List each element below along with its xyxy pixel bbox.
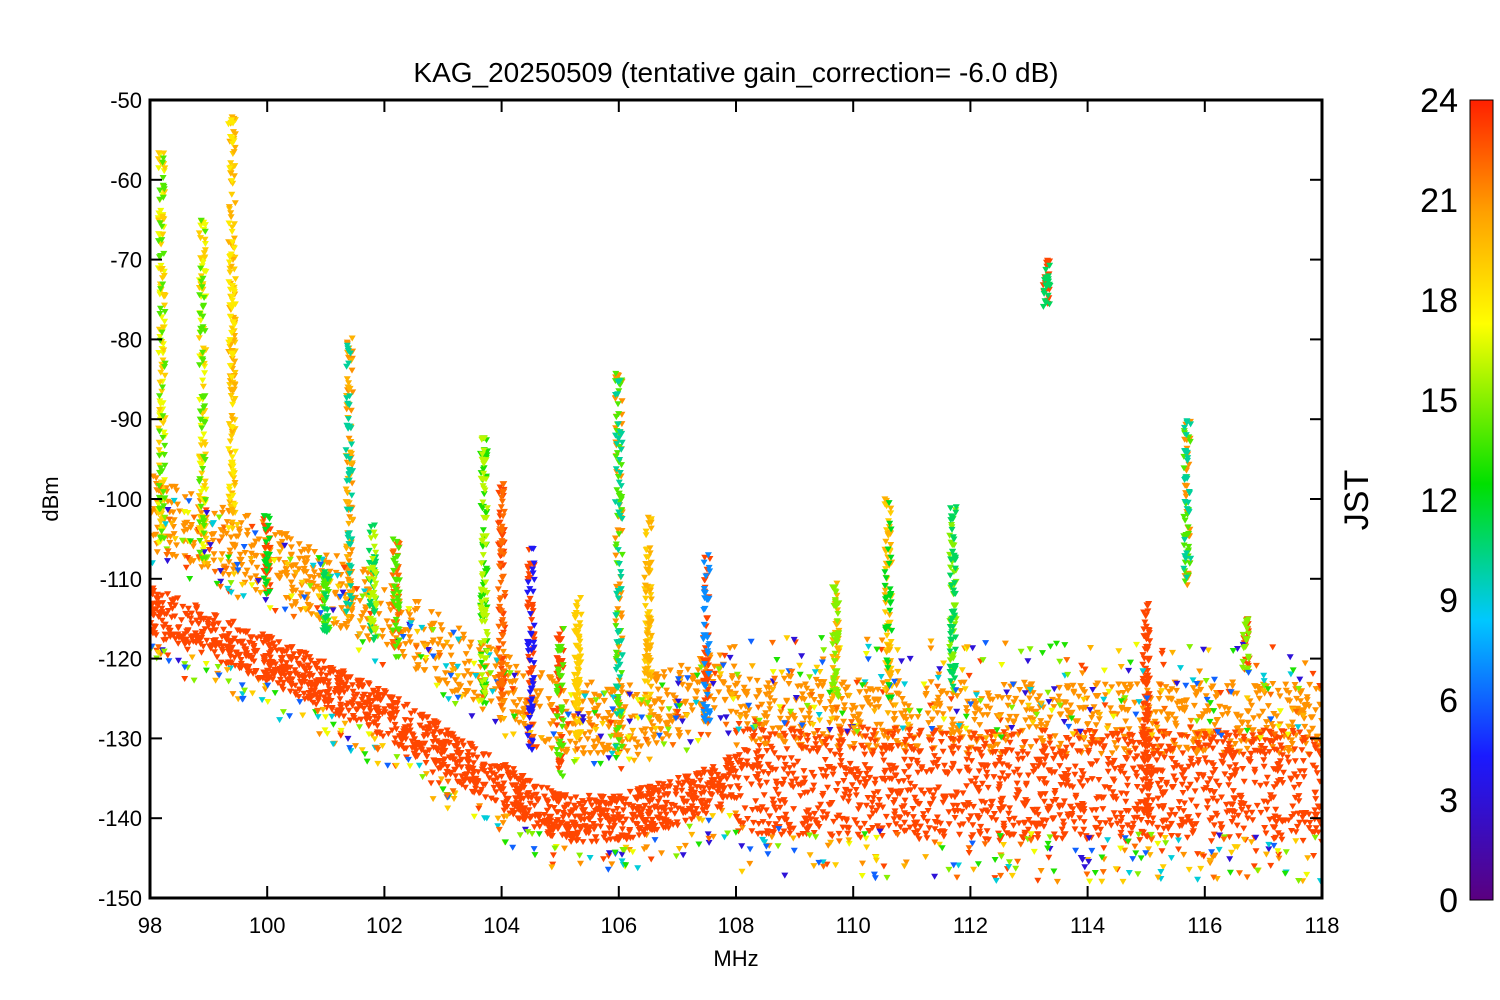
colorbar-tick-label: 9 [1439, 582, 1458, 620]
y-tick-label: -60 [110, 168, 142, 193]
colorbar-tick-label: 15 [1420, 382, 1458, 420]
x-tick-label: 110 [836, 913, 871, 938]
x-tick-label: 114 [1070, 913, 1105, 938]
colorbar-label: JST [1338, 470, 1376, 530]
x-tick-label: 102 [366, 913, 403, 938]
x-tick-label: 118 [1304, 913, 1339, 938]
y-tick-label: -90 [110, 407, 142, 432]
colorbar-tick-label: 12 [1420, 482, 1458, 520]
colorbar [1469, 99, 1494, 901]
data-points-layer [150, 114, 1322, 885]
y-tick-label: -140 [98, 806, 142, 831]
y-tick-label: -100 [98, 487, 142, 512]
y-axis: -50 -60 -70 -80 -90 -100 -110 -120 -130 -140 -150 [98, 88, 1322, 911]
data-points-series-18 [699, 552, 714, 725]
x-tick-label: 112 [953, 913, 988, 938]
y-tick-label: -80 [110, 327, 142, 352]
colorbar-tick-label: 0 [1439, 882, 1458, 920]
colorbar-tick-label: 21 [1420, 182, 1458, 220]
y-tick-label: -150 [98, 886, 142, 911]
colorbar-tick-label: 18 [1420, 282, 1458, 320]
colorbar-tick-label: 24 [1420, 82, 1458, 120]
data-points-series-17 [524, 545, 538, 753]
x-tick-label: 104 [483, 913, 520, 938]
x-tick-label: 116 [1187, 913, 1222, 938]
x-tick-label: 108 [718, 913, 755, 938]
y-tick-label: -130 [98, 726, 142, 751]
x-tick-label: 100 [249, 913, 286, 938]
x-axis: 98 100 102 104 106 108 110 112 114 116 118 [138, 100, 1340, 938]
chart-title: KAG_20250509 (tentative gain_correction=… [413, 57, 1058, 88]
colorbar-ticks: 0 3 6 9 12 15 18 21 24 [1420, 82, 1458, 920]
y-tick-label: -50 [110, 88, 142, 113]
colorbar-tick-label: 6 [1439, 682, 1458, 720]
x-tick-label: 98 [138, 913, 162, 938]
y-tick-label: -120 [98, 647, 142, 672]
data-points-series-1 [150, 257, 1322, 884]
data-points-series-12 [225, 117, 239, 532]
y-tick-label: -110 [100, 567, 142, 592]
y-axis-label: dBm [38, 476, 63, 521]
y-tick-label: -70 [110, 248, 142, 273]
colorbar-tick-label: 3 [1439, 782, 1458, 820]
x-axis-label: MHz [713, 946, 758, 971]
x-tick-label: 106 [600, 913, 637, 938]
